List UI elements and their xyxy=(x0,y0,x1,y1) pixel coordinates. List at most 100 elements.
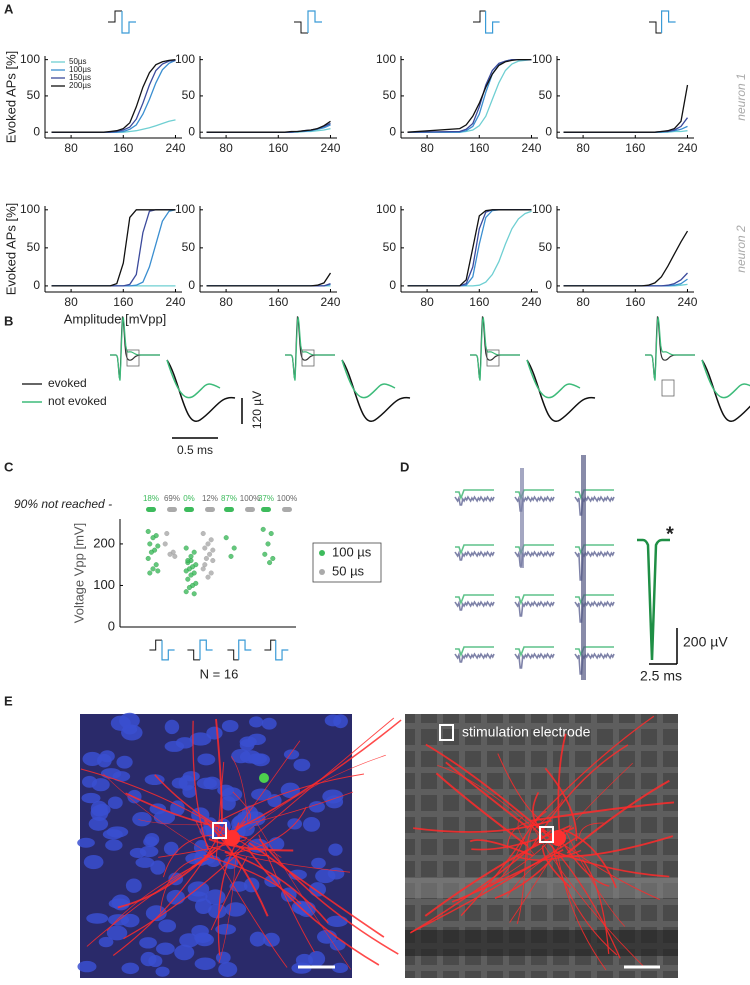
image-band xyxy=(405,930,678,956)
waveform xyxy=(285,317,335,381)
nucleus xyxy=(90,800,108,817)
y-tick-label: 50 xyxy=(182,240,196,254)
nucleus xyxy=(327,867,345,880)
nucleus xyxy=(261,717,277,730)
star: * xyxy=(666,523,674,545)
neurite xyxy=(203,854,302,905)
curve xyxy=(51,58,176,133)
y-tick-label: 0 xyxy=(33,278,40,292)
x-tick-label: 80 xyxy=(64,141,78,155)
x-tick-label: 240 xyxy=(677,141,697,155)
x-tick-label: 160 xyxy=(113,295,133,309)
panel-letter: D xyxy=(400,459,409,474)
nucleus xyxy=(86,913,109,924)
legend-label: evoked xyxy=(48,376,87,390)
waveform xyxy=(110,317,160,381)
nucleus xyxy=(139,937,157,949)
neurite xyxy=(489,836,526,888)
nucleus xyxy=(179,933,200,948)
legend-label: not evoked xyxy=(48,394,107,408)
point xyxy=(147,541,153,547)
nucleus xyxy=(91,778,110,792)
point xyxy=(202,562,208,568)
nucleus xyxy=(215,923,237,935)
x-tick-label: 80 xyxy=(420,141,434,155)
nucleus xyxy=(309,882,327,897)
curve xyxy=(407,210,532,287)
pulse-icon xyxy=(649,21,662,34)
nucleus xyxy=(311,857,326,869)
nucleus xyxy=(132,811,152,827)
zoom-trace xyxy=(166,359,221,399)
point xyxy=(270,555,276,562)
neurite xyxy=(530,744,629,849)
pulse-icon xyxy=(238,639,252,660)
nucleus xyxy=(88,816,109,831)
trace xyxy=(454,600,495,611)
pulse-icon xyxy=(149,639,162,651)
point xyxy=(260,526,266,532)
neurite xyxy=(409,829,552,934)
point xyxy=(191,591,197,597)
panel-b: evoked not evoked 120 µV 0.5 ms xyxy=(22,316,750,457)
curve xyxy=(51,119,176,133)
panel-letter: E xyxy=(4,693,13,708)
zoom-trace xyxy=(526,359,596,423)
pulse-icon xyxy=(307,10,322,33)
neurite xyxy=(506,857,547,898)
point xyxy=(265,541,271,547)
nucleus xyxy=(110,715,131,731)
pulse-icon xyxy=(661,10,676,33)
neurite xyxy=(227,740,301,842)
nucleus xyxy=(164,719,180,735)
nucleus xyxy=(158,919,177,933)
neurite xyxy=(232,791,251,822)
legend-label: 50µs xyxy=(69,57,87,66)
y-tick-label: 0 xyxy=(188,124,195,138)
point xyxy=(262,551,268,557)
point xyxy=(202,545,208,551)
neurite xyxy=(562,828,617,889)
point xyxy=(208,537,214,543)
artifact xyxy=(520,468,524,568)
y-tick-label: 50 xyxy=(539,240,553,254)
zoom-box xyxy=(661,379,675,397)
legend-label: 100 µs xyxy=(332,544,372,559)
neurite xyxy=(544,767,578,842)
neurite xyxy=(249,754,386,830)
legend-label: 200µs xyxy=(69,81,91,90)
waveform xyxy=(645,316,695,380)
curve xyxy=(407,58,532,133)
point xyxy=(185,557,191,564)
nucleus xyxy=(83,854,104,870)
y-tick-label: 100 xyxy=(20,52,40,66)
nucleus xyxy=(293,758,311,772)
nucleus xyxy=(96,753,112,768)
nucleus xyxy=(280,782,300,799)
x-tick-label: 240 xyxy=(320,295,340,309)
point xyxy=(145,555,151,562)
neurite xyxy=(425,743,555,842)
neurite xyxy=(230,756,249,823)
nucleus xyxy=(328,843,343,856)
legend-label: 150µs xyxy=(69,73,91,82)
trace xyxy=(455,489,494,501)
nucleus xyxy=(139,845,159,858)
y-tick-label: 100 xyxy=(20,202,40,216)
nucleus xyxy=(194,957,216,970)
y-tick-label: 0 xyxy=(545,278,552,292)
x-tick-label: 160 xyxy=(469,295,489,309)
panel-e: stimulation electrode xyxy=(77,712,678,978)
y-tick-label: 0 xyxy=(188,278,195,292)
x-tick-label: 160 xyxy=(268,295,288,309)
pill xyxy=(167,507,177,512)
neurite xyxy=(218,859,236,964)
pulse-icon xyxy=(161,640,175,661)
nucleus xyxy=(116,755,133,769)
waveform xyxy=(645,317,695,381)
nucleus xyxy=(174,944,195,961)
neurite xyxy=(581,859,610,954)
neurite xyxy=(437,764,532,827)
y-axis-label: Evoked APs [%] xyxy=(3,51,18,144)
artifact xyxy=(581,455,586,680)
